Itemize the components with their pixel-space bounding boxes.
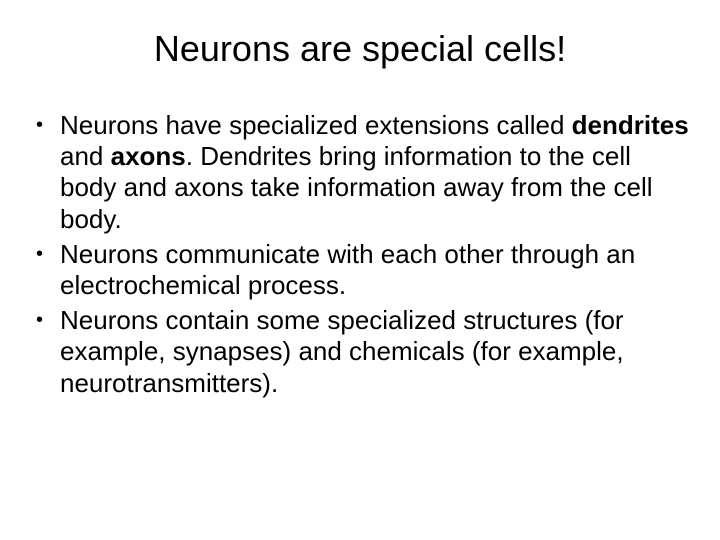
- body-text: Neurons communicate with each other thro…: [60, 239, 635, 300]
- slide-title: Neurons are special cells!: [28, 28, 692, 70]
- bullet-item: Neurons have specialized extensions call…: [28, 110, 692, 235]
- bold-text: axons: [111, 141, 186, 171]
- bullet-list: Neurons have specialized extensions call…: [28, 110, 692, 399]
- body-text: and: [60, 141, 111, 171]
- body-text: Neurons contain some specialized structu…: [60, 305, 624, 397]
- bullet-item: Neurons communicate with each other thro…: [28, 239, 692, 301]
- body-text: Neurons have specialized extensions call…: [60, 110, 572, 140]
- bold-text: dendrites: [572, 110, 689, 140]
- bullet-item: Neurons contain some specialized structu…: [28, 305, 692, 399]
